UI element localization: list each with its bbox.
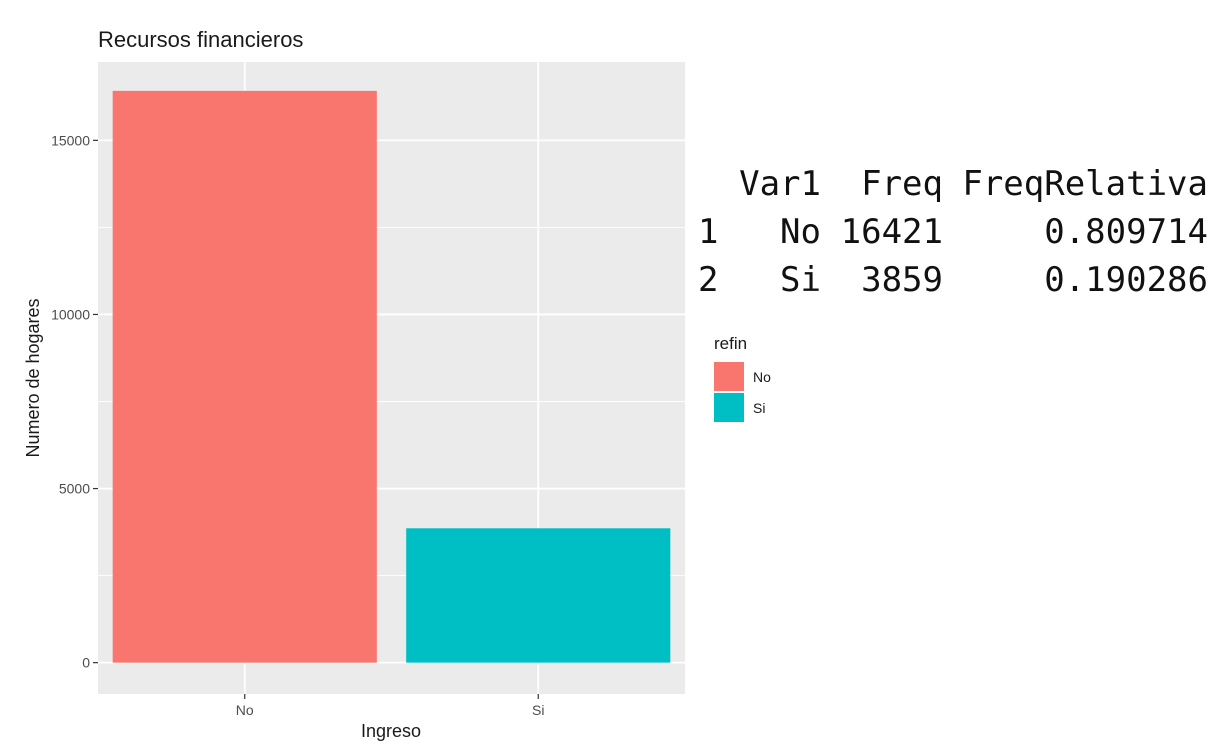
legend-label-no: No bbox=[753, 369, 771, 385]
x-axis-title: Ingreso bbox=[361, 721, 421, 741]
x-tick-label: Si bbox=[532, 702, 544, 718]
console-header-freq: Freq bbox=[861, 164, 943, 204]
legend-title: refin bbox=[714, 334, 747, 353]
bars bbox=[112, 90, 671, 663]
console-row-freqrelativa: 0.809714 bbox=[1044, 212, 1208, 252]
console-row-var1: Si bbox=[780, 260, 821, 300]
console-row-index: 1 bbox=[698, 212, 718, 252]
console-row-index: 2 bbox=[698, 260, 718, 300]
console-row-var1: No bbox=[780, 212, 821, 252]
y-tick-label: 5000 bbox=[59, 481, 90, 497]
legend-swatch-si bbox=[714, 393, 744, 422]
y-tick-label: 15000 bbox=[51, 132, 90, 148]
chart-title: Recursos financieros bbox=[98, 27, 303, 52]
y-tick-label: 0 bbox=[82, 655, 90, 671]
console-table: Var1 Freq FreqRelativa 1 No 16421 0.8097… bbox=[698, 164, 1208, 300]
console-header-freqrelativa: FreqRelativa bbox=[962, 164, 1208, 204]
x-axis: No Si bbox=[236, 694, 544, 718]
x-tick-label: No bbox=[236, 702, 254, 718]
bar-no bbox=[112, 90, 377, 663]
legend-label-si: Si bbox=[753, 400, 765, 416]
legend: refin No Si bbox=[714, 334, 771, 422]
legend-swatch-no bbox=[714, 362, 744, 391]
y-axis: 0 5000 10000 15000 bbox=[51, 132, 98, 671]
y-axis-title: Numero de hogares bbox=[23, 298, 43, 457]
console-row-freq: 3859 bbox=[861, 260, 943, 300]
bar-si bbox=[406, 528, 671, 663]
console-header-var1: Var1 bbox=[739, 164, 821, 204]
console-row-freq: 16421 bbox=[841, 212, 943, 252]
y-tick-label: 10000 bbox=[51, 306, 90, 322]
console-row-freqrelativa: 0.190286 bbox=[1044, 260, 1208, 300]
